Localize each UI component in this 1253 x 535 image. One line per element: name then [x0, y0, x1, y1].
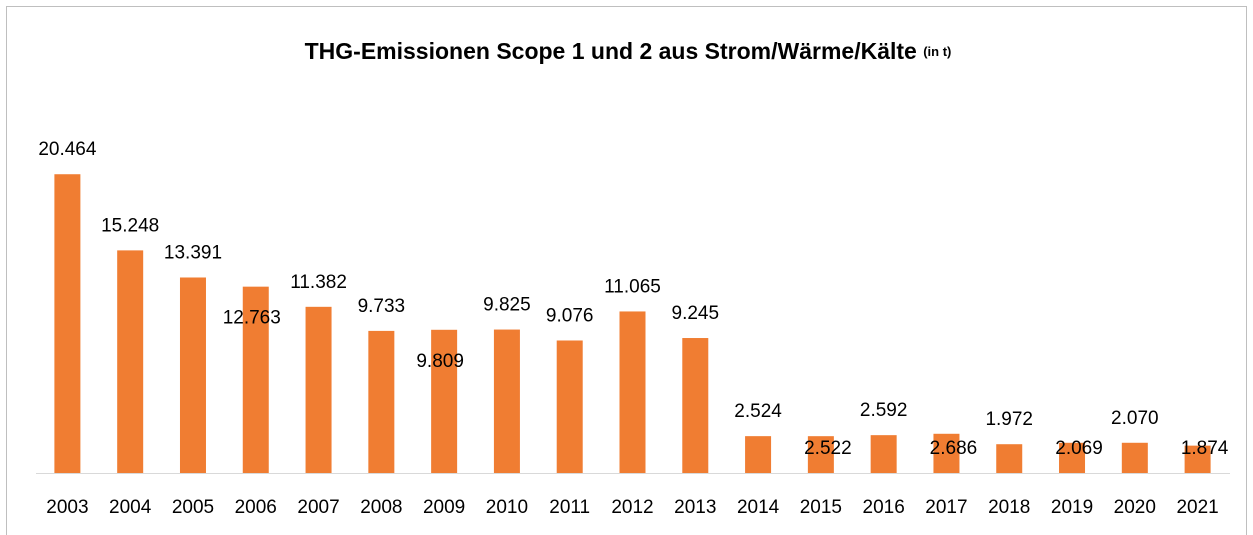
- bar: [117, 250, 144, 473]
- x-tick-label: 2021: [1176, 497, 1218, 518]
- data-label: 15.248: [101, 215, 159, 236]
- bar: [305, 306, 332, 473]
- bar: [1121, 442, 1148, 473]
- bar: [556, 340, 583, 473]
- x-tick-label: 2016: [863, 497, 905, 518]
- bar: [368, 330, 395, 473]
- bar: [682, 338, 709, 473]
- bar: [493, 329, 520, 473]
- data-label: 1.874: [1181, 438, 1229, 459]
- x-tick-label: 2004: [109, 497, 152, 518]
- x-tick-label: 2003: [46, 497, 88, 518]
- x-tick-label: 2020: [1114, 497, 1156, 518]
- chart-title: THG-Emissionen Scope 1 und 2 aus Strom/W…: [305, 38, 952, 64]
- bar: [745, 436, 772, 473]
- data-label: 9.076: [546, 306, 594, 327]
- bar: [933, 433, 960, 473]
- x-tick-label: 2017: [925, 497, 967, 518]
- bar: [179, 277, 206, 473]
- data-label: 9.809: [416, 351, 464, 372]
- bar: [431, 329, 458, 473]
- data-label: 2.070: [1111, 408, 1159, 429]
- data-label: 2.592: [860, 400, 908, 421]
- data-label: 9.733: [358, 296, 406, 317]
- title-unit: (in t): [923, 44, 951, 59]
- data-label: 11.065: [604, 276, 661, 297]
- bar: [996, 444, 1023, 473]
- title-main: THG-Emissionen Scope 1 und 2 aus Strom/W…: [305, 38, 917, 64]
- x-tick-label: 2018: [988, 497, 1030, 518]
- x-tick-label: 2012: [611, 497, 653, 518]
- bar: [1059, 442, 1086, 473]
- bar: [807, 436, 834, 473]
- data-label: 13.391: [164, 243, 222, 264]
- bar: [242, 286, 269, 473]
- x-tick-label: 2015: [800, 497, 842, 518]
- x-tick-label: 2011: [549, 497, 590, 518]
- bar: [54, 174, 81, 474]
- x-tick-label: 2005: [172, 497, 214, 518]
- data-label: 20.464: [38, 139, 97, 160]
- data-label: 12.763: [223, 308, 281, 329]
- bar: [1184, 445, 1211, 473]
- data-label: 2.524: [734, 401, 782, 422]
- bar: [619, 311, 646, 473]
- x-tick-label: 2013: [674, 497, 716, 518]
- data-label: 1.972: [985, 409, 1033, 430]
- x-tick-label: 2006: [235, 497, 277, 518]
- x-tick-label: 2010: [486, 497, 528, 518]
- data-label: 2.069: [1055, 438, 1103, 459]
- x-tick-label: 2019: [1051, 497, 1093, 518]
- x-tick-label: 2009: [423, 497, 465, 518]
- x-tick-label: 2007: [297, 497, 339, 518]
- data-label: 2.686: [930, 438, 978, 459]
- data-label: 11.382: [290, 272, 347, 293]
- x-tick-label: 2008: [360, 497, 402, 518]
- data-label: 2.522: [804, 438, 852, 459]
- x-tick-label: 2014: [737, 497, 780, 518]
- bar: [870, 435, 897, 473]
- data-label: 9.825: [483, 295, 531, 316]
- data-label: 9.245: [672, 303, 720, 324]
